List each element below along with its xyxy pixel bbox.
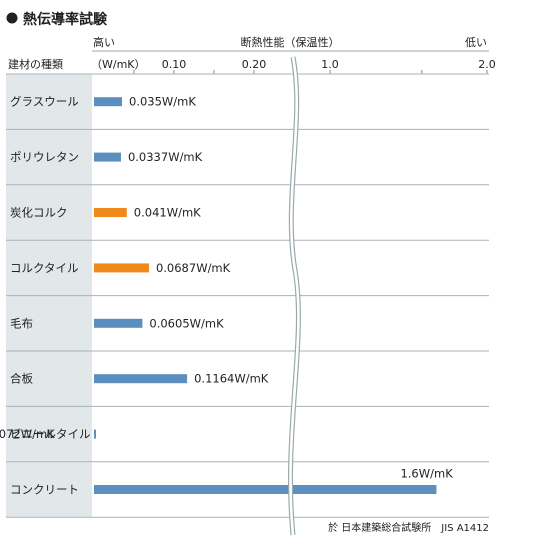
- header-performance: 断熱性能（保温性）: [241, 35, 340, 49]
- data-label: 0.0337W/mK: [128, 150, 203, 164]
- tick-label: 2.0: [478, 58, 496, 71]
- category-column-header: 建材の種類: [8, 57, 63, 71]
- title-bullet-icon: [6, 12, 18, 24]
- chart-title: 熱伝導率試験: [23, 11, 108, 28]
- tick-labels: 0.10 0.20 1.0 2.0: [133, 58, 496, 74]
- data-label: 1.6W/mK: [400, 467, 453, 481]
- tick-label: 1.0: [321, 58, 339, 71]
- category-label: グラスウール: [10, 95, 79, 109]
- tick-label: 0.20: [242, 58, 267, 71]
- header-high: 高い: [93, 35, 115, 49]
- header-low: 低い: [465, 36, 487, 49]
- data-bar: [94, 318, 143, 328]
- data-bar: [94, 263, 149, 273]
- category-label: コンクリート: [10, 483, 79, 497]
- source-note: 於 日本建築総合試験所 JIS A1412: [328, 521, 489, 534]
- category-label: コルクタイル: [10, 261, 79, 275]
- unit-label: （W/mK）: [91, 58, 146, 71]
- category-label: 炭化コルク: [10, 206, 68, 220]
- data-bar: [94, 208, 127, 217]
- data-bar: [94, 429, 96, 439]
- category-label: ビニールタイル: [10, 427, 91, 441]
- chart-rows: グラスウール 0.035W/mK ポリウレタン 0.0337W/mK 炭化コルク 0.04…: [0, 73, 489, 518]
- data-label: 0.035W/mK: [129, 95, 196, 109]
- data-label: 0.0687W/mK: [156, 261, 231, 275]
- category-label: 毛布: [10, 316, 33, 330]
- data-label: 0.1164W/mK: [194, 372, 269, 386]
- data-bar: [94, 152, 121, 162]
- data-label: 0.2072W/mK: [0, 427, 55, 441]
- category-label: 合板: [10, 372, 33, 386]
- data-bar: [94, 485, 437, 494]
- tick-label: 0.10: [162, 58, 187, 71]
- category-label: ポリウレタン: [10, 150, 79, 164]
- data-label: 0.041W/mK: [134, 206, 201, 220]
- data-bar: [94, 97, 122, 107]
- data-label: 0.0605W/mK: [149, 316, 224, 330]
- data-bar: [94, 374, 188, 384]
